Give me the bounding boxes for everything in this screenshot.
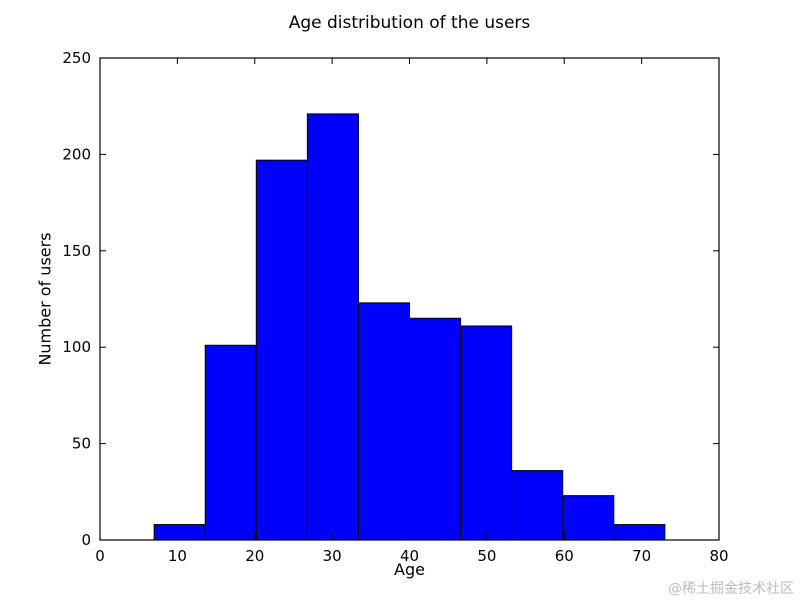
y-tick-label: 250 (62, 49, 91, 67)
x-tick-label: 30 (323, 547, 342, 565)
histogram-bar (613, 524, 666, 541)
x-tick-label: 60 (555, 547, 574, 565)
x-axis-label: Age (394, 560, 425, 579)
histogram-bar (511, 470, 564, 541)
y-tick-label: 150 (62, 242, 91, 260)
x-tick-label: 20 (245, 547, 264, 565)
histogram-bar (255, 159, 308, 541)
chart-title: Age distribution of the users (288, 13, 531, 33)
x-tick-label: 80 (709, 547, 728, 565)
x-tick-label: 10 (168, 547, 187, 565)
histogram-bar (409, 317, 462, 541)
x-tick-label: 70 (632, 547, 651, 565)
histogram-bar (562, 495, 615, 541)
watermark: @稀土掘金技术社区 (668, 581, 794, 597)
histogram-bar (460, 325, 513, 541)
histogram-bar (153, 524, 206, 541)
y-tick-label: 50 (72, 435, 91, 453)
y-tick-label: 200 (62, 145, 91, 163)
y-tick-label: 100 (62, 338, 91, 356)
histogram-bar (357, 302, 410, 541)
x-tick-label: 40 (400, 547, 419, 565)
histogram-bar (306, 113, 359, 541)
y-tick-label: 0 (81, 531, 91, 549)
y-axis-label: Number of users (35, 232, 55, 366)
x-tick-label: 50 (477, 547, 496, 565)
histogram-bar (204, 344, 257, 541)
x-tick-label: 0 (95, 547, 105, 565)
